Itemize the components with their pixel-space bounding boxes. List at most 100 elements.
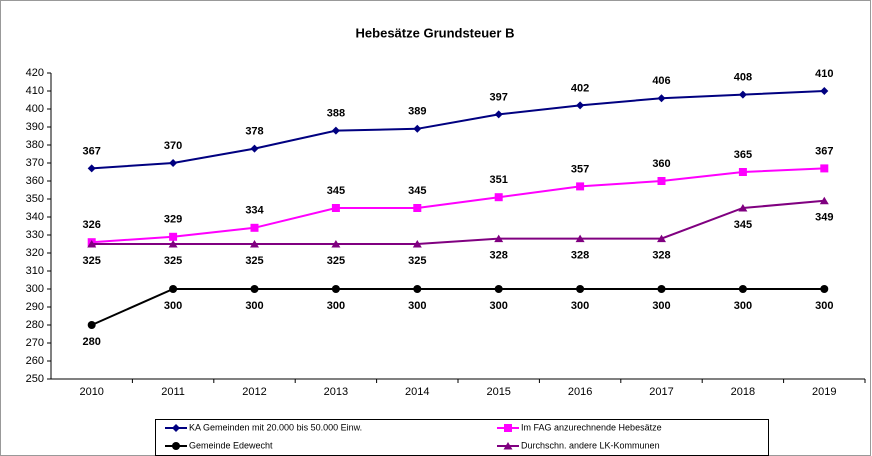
y-tick-label: 390 bbox=[26, 121, 44, 133]
data-label: 378 bbox=[245, 126, 263, 138]
x-tick-label: 2010 bbox=[79, 386, 103, 398]
legend-marker bbox=[503, 442, 513, 450]
point bbox=[576, 285, 585, 293]
y-tick-label: 260 bbox=[26, 355, 44, 367]
data-label: 300 bbox=[408, 300, 426, 312]
y-tick-label: 370 bbox=[26, 157, 44, 169]
y-tick-label: 380 bbox=[26, 139, 44, 151]
legend-label: KA Gemeinden mit 20.000 bis 50.000 Einw. bbox=[189, 422, 362, 432]
x-tick-label: 2019 bbox=[812, 386, 836, 398]
x-tick-label: 2015 bbox=[486, 386, 510, 398]
point bbox=[576, 101, 585, 110]
series-line bbox=[91, 167, 825, 244]
series-line bbox=[91, 90, 825, 170]
point bbox=[169, 285, 178, 293]
data-label: 370 bbox=[164, 140, 182, 152]
point bbox=[576, 182, 585, 191]
y-tick-label: 270 bbox=[26, 337, 44, 349]
y-tick-label: 300 bbox=[26, 283, 44, 295]
y-tick-label: 340 bbox=[26, 211, 44, 223]
point bbox=[413, 124, 422, 133]
point bbox=[494, 193, 503, 202]
y-tick-label: 350 bbox=[26, 193, 44, 205]
point bbox=[87, 164, 96, 173]
data-label: 367 bbox=[83, 145, 101, 157]
data-label: 357 bbox=[571, 163, 589, 175]
data-label: 280 bbox=[83, 336, 101, 348]
point bbox=[250, 285, 259, 293]
data-label: 360 bbox=[652, 158, 670, 170]
data-label: 365 bbox=[734, 149, 752, 161]
y-tick-label: 290 bbox=[26, 301, 44, 313]
data-label: 345 bbox=[734, 219, 752, 231]
point bbox=[575, 234, 585, 243]
point bbox=[87, 240, 97, 248]
data-label: 328 bbox=[571, 250, 589, 262]
data-label: 351 bbox=[490, 174, 508, 186]
series-line bbox=[91, 288, 825, 326]
point bbox=[413, 204, 422, 212]
y-tick-label: 320 bbox=[26, 247, 44, 259]
data-label: 300 bbox=[652, 300, 670, 312]
y-tick-label: 400 bbox=[26, 103, 44, 115]
point bbox=[87, 321, 96, 329]
data-label: 300 bbox=[245, 300, 263, 312]
point bbox=[494, 285, 503, 293]
data-label: 325 bbox=[83, 255, 101, 267]
x-tick-label: 2014 bbox=[405, 386, 429, 398]
legend-box bbox=[155, 419, 769, 456]
data-label: 325 bbox=[408, 255, 426, 267]
point bbox=[820, 164, 829, 173]
data-label: 345 bbox=[408, 185, 426, 197]
data-label: 328 bbox=[652, 250, 670, 262]
point bbox=[331, 240, 341, 248]
data-label: 300 bbox=[571, 300, 589, 312]
chart-title: Hebesätze Grundsteuer B bbox=[356, 25, 515, 40]
data-label: 406 bbox=[652, 75, 670, 87]
data-label: 300 bbox=[815, 300, 833, 312]
data-label: 410 bbox=[815, 68, 833, 80]
point bbox=[250, 144, 259, 153]
data-label: 397 bbox=[490, 91, 508, 103]
data-label: 328 bbox=[490, 250, 508, 262]
point bbox=[494, 110, 503, 119]
legend-marker bbox=[504, 424, 512, 432]
point bbox=[169, 232, 178, 241]
data-label: 367 bbox=[815, 145, 833, 157]
data-label: 349 bbox=[815, 212, 833, 224]
point bbox=[657, 285, 666, 293]
point bbox=[657, 94, 666, 103]
x-tick-label: 2018 bbox=[731, 386, 755, 398]
data-label: 388 bbox=[327, 108, 345, 120]
y-tick-label: 410 bbox=[26, 85, 44, 97]
point bbox=[250, 240, 259, 248]
point bbox=[657, 177, 666, 185]
data-label: 300 bbox=[327, 300, 345, 312]
data-label: 300 bbox=[490, 300, 508, 312]
x-tick-label: 2016 bbox=[568, 386, 592, 398]
data-label: 389 bbox=[408, 106, 426, 118]
point bbox=[738, 204, 748, 212]
series-line bbox=[91, 199, 825, 245]
y-tick-label: 420 bbox=[26, 67, 44, 79]
legend-label: Gemeinde Edewecht bbox=[189, 440, 273, 450]
point bbox=[169, 159, 178, 167]
data-label: 326 bbox=[83, 219, 101, 231]
legend-label: Durchschn. andere LK-Kommunen bbox=[521, 440, 660, 450]
y-tick-label: 310 bbox=[26, 265, 44, 277]
point bbox=[819, 196, 829, 205]
data-label: 325 bbox=[245, 255, 263, 267]
point bbox=[331, 285, 340, 293]
point bbox=[413, 285, 422, 293]
data-label: 300 bbox=[164, 300, 182, 312]
x-tick-label: 2012 bbox=[242, 386, 266, 398]
point bbox=[738, 285, 747, 293]
data-label: 325 bbox=[327, 255, 345, 267]
point bbox=[168, 240, 178, 248]
legend-marker bbox=[172, 442, 180, 450]
y-tick-label: 250 bbox=[26, 373, 44, 385]
data-label: 300 bbox=[734, 300, 752, 312]
